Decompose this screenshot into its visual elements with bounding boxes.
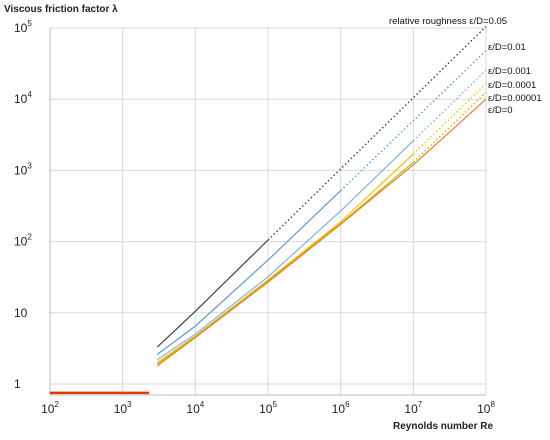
series-extrapolation bbox=[340, 50, 487, 192]
y-axis-title: Viscous friction factor λ bbox=[4, 4, 118, 15]
series-line bbox=[156, 153, 414, 363]
x-axis-title: Reynolds number Re bbox=[393, 421, 493, 432]
y-tick-label: 102 bbox=[14, 233, 32, 249]
series-extrapolation bbox=[412, 69, 487, 142]
x-tick-label: 103 bbox=[114, 400, 132, 416]
x-tick-label: 107 bbox=[404, 400, 422, 416]
x-tick-label: 106 bbox=[332, 400, 350, 416]
series-extrapolation bbox=[412, 83, 487, 155]
series-annotation: ε/D=0.001 bbox=[488, 66, 531, 77]
series-annotation: ε/D=0.0001 bbox=[488, 80, 536, 91]
series-annotation: relative roughness ε/D=0.05 bbox=[389, 16, 507, 27]
series-annotation: ε/D=0.00001 bbox=[488, 93, 542, 104]
y-tick-label: 104 bbox=[14, 90, 32, 106]
series-line bbox=[156, 239, 269, 348]
series-annotation: ε/D=0.01 bbox=[488, 42, 526, 53]
x-tick-label: 104 bbox=[186, 400, 204, 416]
grid-layer bbox=[50, 27, 487, 395]
y-tick-label: 10 bbox=[14, 306, 28, 320]
series-line bbox=[156, 190, 342, 355]
label-layer: 102 103 104 105 106 107 108 1 10 102 103 104 105 rela… bbox=[14, 16, 542, 416]
y-tick-label: 105 bbox=[14, 19, 32, 35]
series-line bbox=[156, 98, 487, 367]
series-line bbox=[156, 161, 414, 365]
series-annotation: ε/D=0 bbox=[488, 105, 513, 116]
series-extrapolation bbox=[267, 26, 487, 241]
x-tick-label: 105 bbox=[259, 400, 277, 416]
series-line bbox=[156, 140, 414, 361]
y-tick-label: 1 bbox=[14, 377, 21, 391]
y-tick-label: 103 bbox=[14, 161, 32, 177]
x-tick-label: 102 bbox=[41, 400, 59, 416]
series-extrapolation bbox=[412, 91, 487, 163]
x-tick-label: 108 bbox=[477, 400, 495, 416]
series-layer bbox=[50, 26, 487, 395]
